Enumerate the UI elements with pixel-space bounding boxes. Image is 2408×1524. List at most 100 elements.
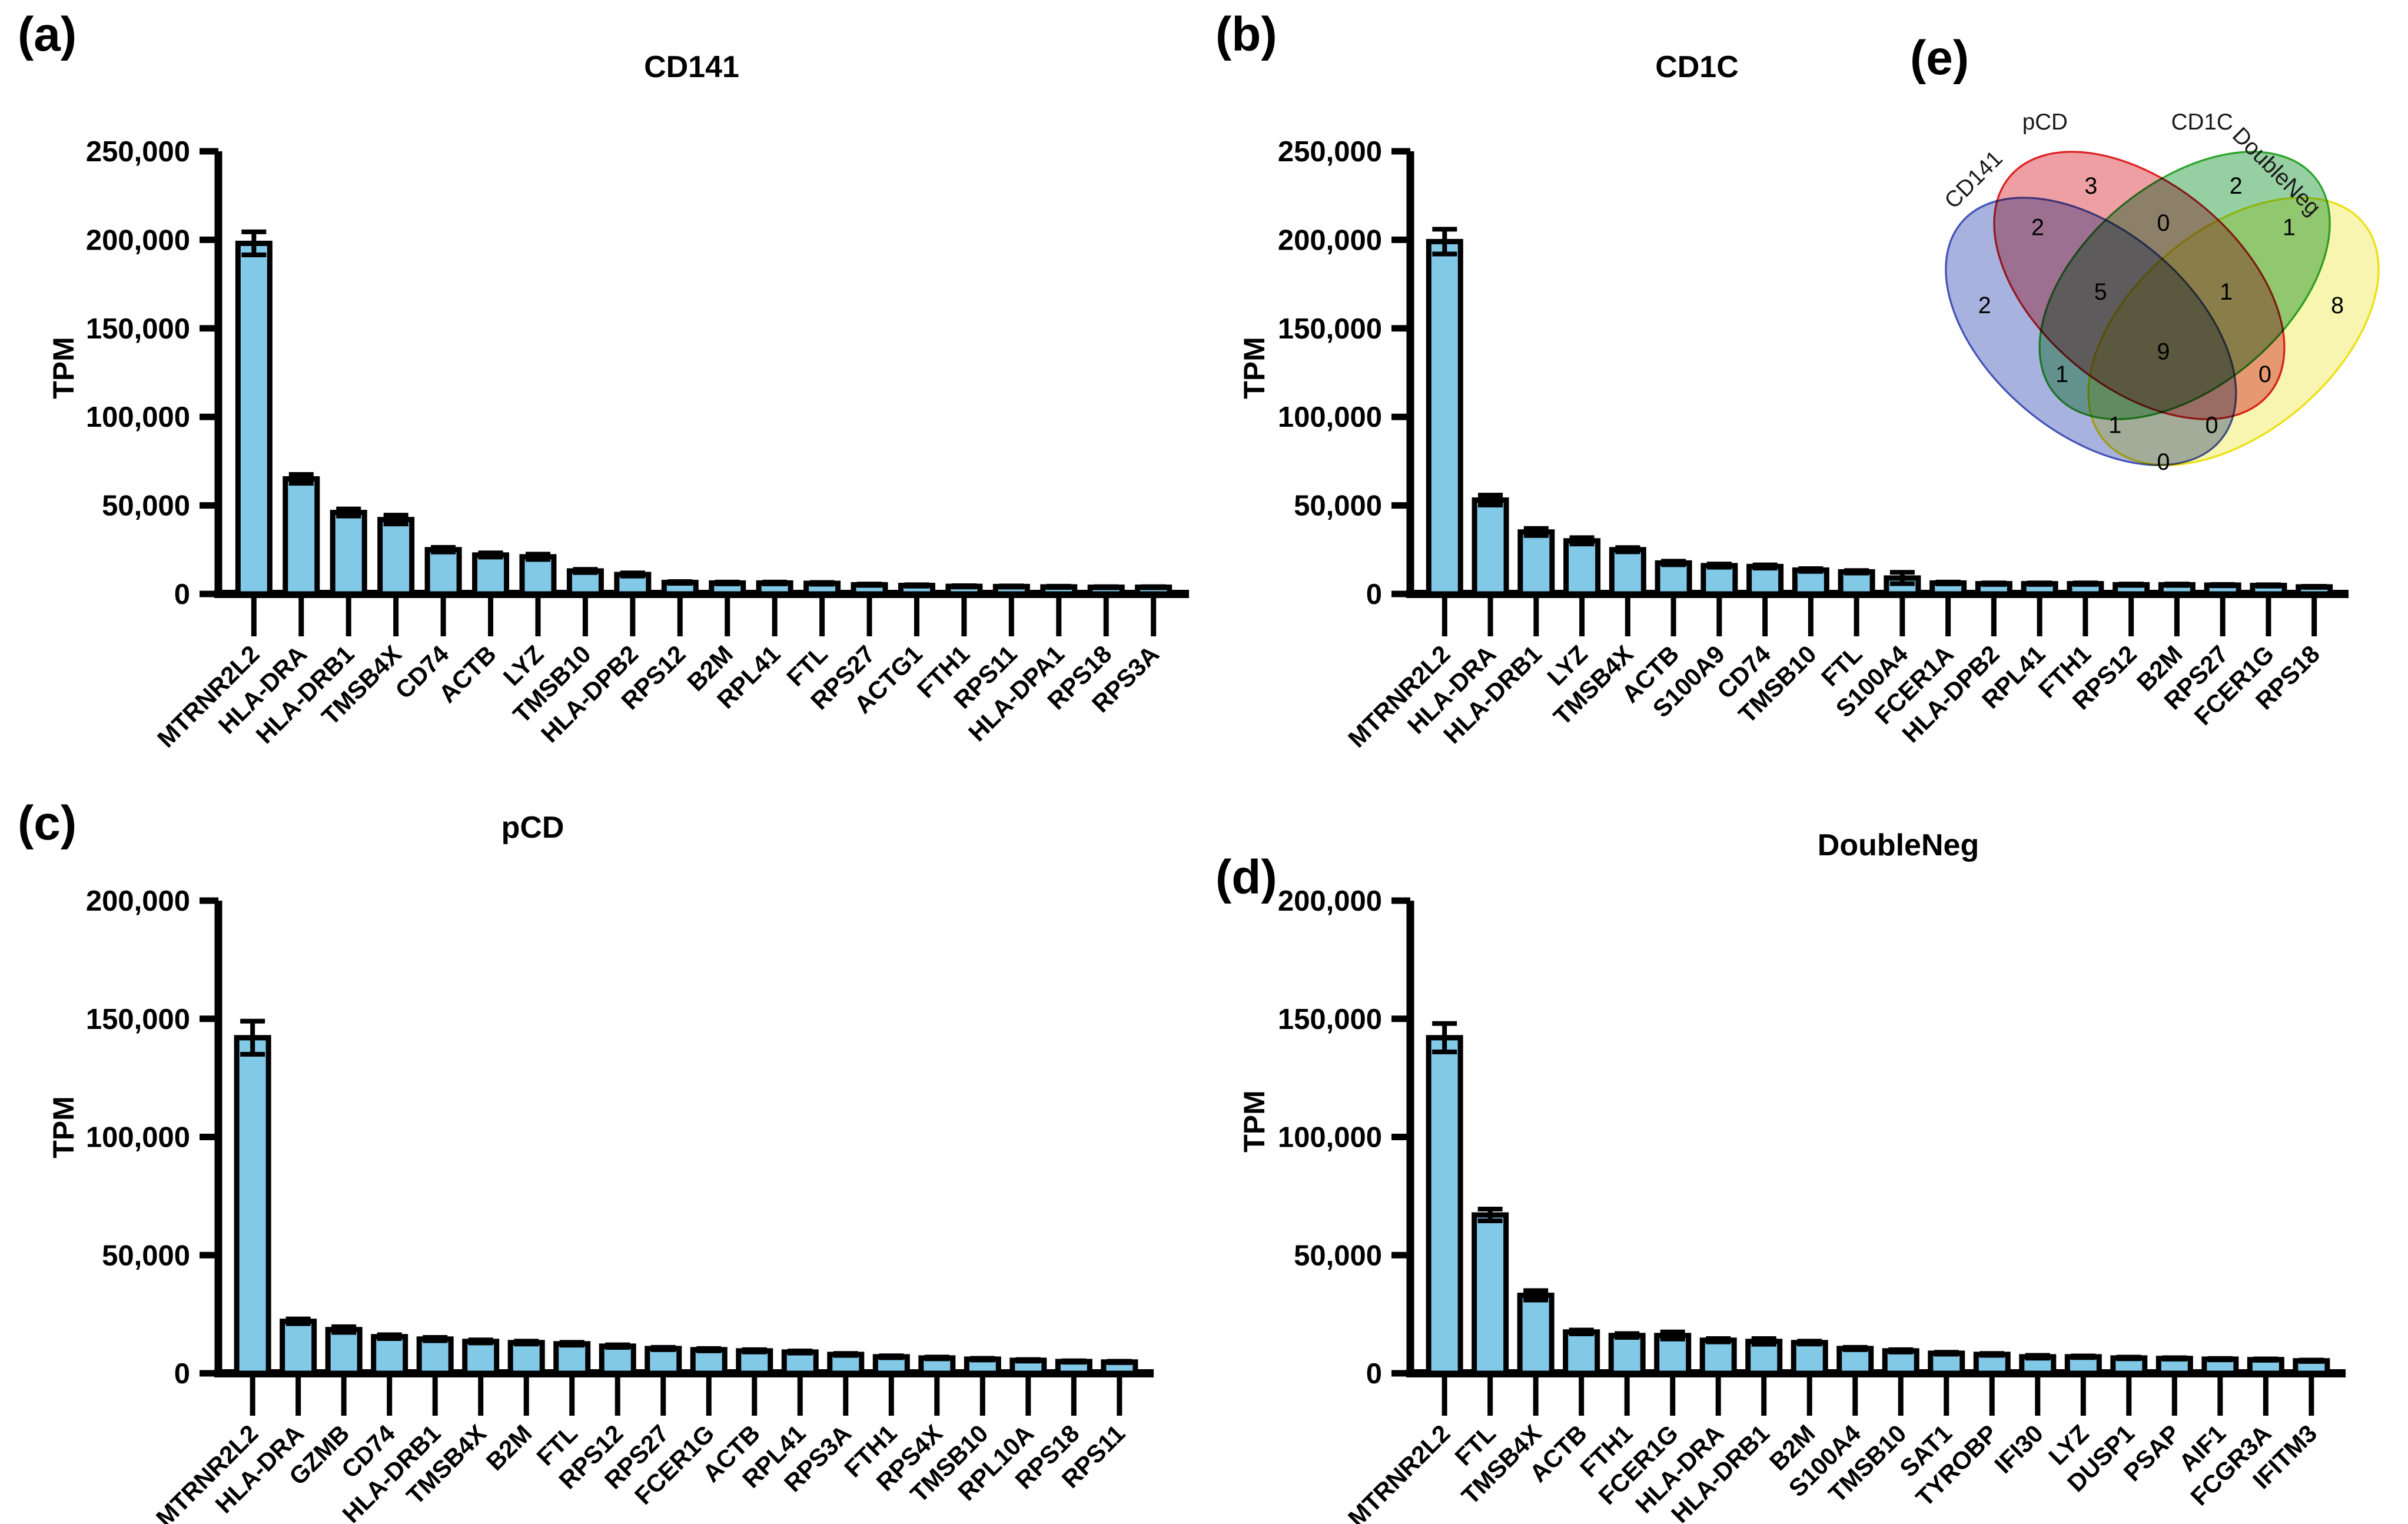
venn-count-CD1C∩DoubleNeg: 1 bbox=[2283, 215, 2296, 241]
bar bbox=[1517, 529, 1555, 597]
bar bbox=[690, 1347, 728, 1376]
bar bbox=[507, 1340, 545, 1376]
y-tick-label: 50,000 bbox=[102, 490, 190, 522]
bar bbox=[424, 547, 462, 597]
y-tick-label: 250,000 bbox=[86, 136, 190, 168]
bar bbox=[1426, 238, 1463, 597]
panel-c: 0 50,000 100,000 150,000 200,000 MTRNR2L2 HLA-… bbox=[0, 771, 1207, 1524]
panel-letter-c: (c) bbox=[18, 796, 77, 850]
venn-count-DoubleNeg: 8 bbox=[2331, 293, 2344, 318]
y-tick-label: 0 bbox=[174, 1358, 190, 1390]
y-tick-label: 100,000 bbox=[86, 1122, 190, 1154]
y-tick-label: 100,000 bbox=[86, 401, 190, 433]
panel-letter-b: (b) bbox=[1215, 8, 1277, 61]
panel-b: 0 50,000 100,000 150,000 200,000 250,000 MTRNR… bbox=[1207, 0, 2408, 824]
x-tick-label: B2M bbox=[481, 1419, 537, 1476]
bar bbox=[599, 1343, 636, 1376]
bar bbox=[1472, 497, 1509, 597]
venn-count-CD141∩DoubleNeg: 0 bbox=[2157, 449, 2170, 475]
y-tick-label: 200,000 bbox=[86, 224, 190, 256]
venn-label-cd1c: CD1C bbox=[2171, 109, 2233, 135]
y-tick-label: 0 bbox=[174, 579, 190, 610]
venn-count-CD141∩pCD∩CD1C∩DoubleNeg: 9 bbox=[2157, 339, 2170, 365]
venn-count-CD1C: 2 bbox=[2230, 173, 2243, 199]
bar bbox=[1700, 563, 1738, 597]
panel-d: 0 50,000 100,000 150,000 200,000 MTRNR2L2 FTL T… bbox=[1207, 771, 2408, 1524]
venn-count-pCD∩CD1C: 0 bbox=[2157, 210, 2170, 236]
y-tick-label: 200,000 bbox=[1278, 224, 1382, 256]
y-tick-label: 250,000 bbox=[1278, 136, 1382, 168]
bar bbox=[462, 1339, 500, 1376]
bar bbox=[416, 1336, 454, 1376]
venn-label-pcd: pCD bbox=[2022, 109, 2068, 135]
y-tick-label: 50,000 bbox=[1294, 1240, 1382, 1271]
y-tick-label: 150,000 bbox=[1278, 313, 1382, 345]
y-tick-label: 50,000 bbox=[102, 1240, 190, 1271]
y-tick-label: 100,000 bbox=[1278, 1122, 1382, 1154]
y-tick-label: 150,000 bbox=[1278, 1004, 1382, 1035]
bar bbox=[235, 240, 273, 597]
venn-count-pCD∩CD1C∩DoubleNeg: 1 bbox=[2220, 279, 2233, 305]
bar bbox=[1563, 1329, 1600, 1376]
bar bbox=[371, 1334, 408, 1376]
bar bbox=[553, 1341, 591, 1376]
bar bbox=[645, 1346, 682, 1376]
bar bbox=[377, 517, 415, 597]
bar bbox=[1746, 563, 1784, 597]
venn-diagram: pCD CD1C CD141 DoubleNeg 23 282 0 11 005 11 09 bbox=[1939, 109, 2380, 475]
y-tick-label: 100,000 bbox=[1278, 401, 1382, 433]
bar-chart-cd1c: 050,000100,000150,000200,000250,000MTRNR… bbox=[1278, 136, 2349, 753]
bar bbox=[283, 476, 320, 597]
bar-chart-pcd: 050,000100,000150,000200,000MTRNR2L2HLA-… bbox=[86, 885, 1154, 1524]
bar bbox=[1563, 538, 1601, 597]
chart-title-pcd: pCD bbox=[501, 811, 564, 845]
bar bbox=[1791, 1340, 1828, 1376]
venn-count-CD141∩CD1C∩DoubleNeg: 1 bbox=[2108, 412, 2121, 438]
venn-count-pCD: 3 bbox=[2084, 173, 2097, 199]
venn-count-CD141∩pCD: 2 bbox=[2031, 215, 2044, 241]
y-axis-label-tpm-d: TPM bbox=[1237, 1090, 1271, 1153]
bar bbox=[1609, 547, 1646, 597]
x-tick-label: IFI30 bbox=[1989, 1419, 2048, 1479]
panel-letter-d: (d) bbox=[1215, 851, 1277, 904]
y-tick-label: 0 bbox=[1366, 1358, 1382, 1390]
y-axis-label-tpm-c: TPM bbox=[47, 1096, 80, 1158]
panel-a: 0 50,000 100,000 150,000 200,000 250,000 MTRNR… bbox=[0, 0, 1207, 824]
bar bbox=[1472, 1212, 1509, 1376]
venn-count-pCD∩DoubleNeg: 0 bbox=[2258, 361, 2271, 387]
y-axis-label-tpm-b: TPM bbox=[1237, 337, 1271, 399]
x-tick-label: MTRNR2L2 bbox=[1343, 1419, 1456, 1524]
bar bbox=[1608, 1333, 1646, 1376]
venn-count-CD141∩CD1C: 1 bbox=[2055, 361, 2068, 387]
y-tick-label: 150,000 bbox=[86, 313, 190, 345]
bar bbox=[280, 1319, 317, 1376]
bar bbox=[234, 1035, 271, 1376]
venn-count-CD141: 2 bbox=[1978, 293, 1991, 318]
chart-title-doubleneg: DoubleNeg bbox=[1817, 828, 1979, 862]
panel-letter-a: (a) bbox=[18, 8, 77, 61]
bar bbox=[330, 510, 367, 597]
y-axis-label-tpm-a: TPM bbox=[47, 337, 80, 399]
venn-count-CD141∩pCD∩CD1C: 5 bbox=[2094, 279, 2107, 305]
bar bbox=[519, 554, 557, 597]
bar-chart-cd141: 050,000100,000150,000200,000250,000MTRNR… bbox=[86, 136, 1189, 753]
bar bbox=[1426, 1035, 1463, 1376]
panel-letter-e: (e) bbox=[1910, 31, 1969, 85]
bar bbox=[1699, 1337, 1737, 1376]
bar bbox=[472, 552, 510, 597]
bar-chart-doubleneg: 050,000100,000150,000200,000MTRNR2L2FTLT… bbox=[1278, 885, 2346, 1524]
y-tick-label: 150,000 bbox=[86, 1004, 190, 1035]
venn-count-CD141∩pCD∩DoubleNeg: 0 bbox=[2206, 412, 2218, 438]
bar bbox=[1517, 1293, 1555, 1376]
bar bbox=[325, 1327, 363, 1376]
y-tick-label: 200,000 bbox=[86, 885, 190, 917]
venn-region-counts: 2 3 2 8 2 0 1 1 0 0 5 1 1 0 9 bbox=[1978, 173, 2344, 475]
bar bbox=[1655, 560, 1692, 597]
chart-title-cd141: CD141 bbox=[644, 50, 739, 84]
y-tick-label: 0 bbox=[1366, 579, 1382, 610]
y-tick-label: 200,000 bbox=[1278, 885, 1382, 917]
bar bbox=[1836, 1346, 1874, 1376]
venn-ellipse-doubleneg bbox=[2087, 197, 2380, 466]
